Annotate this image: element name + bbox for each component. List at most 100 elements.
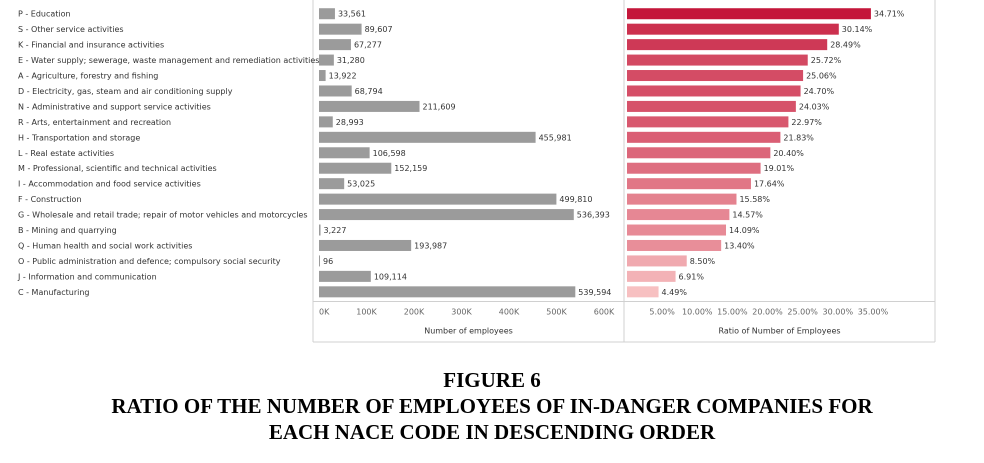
ratio-bar [627,54,808,66]
employees-bar [319,23,362,35]
ratio-value-label: 6.91% [679,272,705,281]
employees-value-label: 211,609 [423,102,456,111]
employees-bar [319,8,335,20]
employees-value-label: 89,607 [365,25,393,34]
ratio-bar [627,8,871,20]
category-label: J - Information and communication [17,272,157,281]
employees-value-label: 31,280 [337,56,365,65]
ratio-bar [627,178,751,190]
ratio-bar [627,116,789,128]
category-label: B - Mining and quarrying [18,226,117,235]
ratio-value-label: 25.72% [811,56,842,65]
category-labels: P - Education S - Other service activitie… [17,10,319,297]
ratio-bars: 34.71%30.14% 28.49% 25.72% 25.06% 24.70% 24.0… [627,8,905,298]
employees-tick-label: 500K [546,308,567,317]
employees-value-label: 106,598 [373,149,406,158]
ratio-bar [627,162,761,174]
ratio-value-label: 14.09% [729,226,760,235]
employees-bar [319,239,412,251]
employees-bar [319,147,370,159]
employees-bar [319,116,333,128]
employees-axis-title: Number of employees [424,327,513,336]
category-label: K - Financial and insurance activities [18,41,164,50]
ratio-bar [627,286,659,298]
category-label: G - Wholesale and retail trade; repair o… [18,211,308,220]
ratio-bar [627,85,801,97]
employees-bar [319,131,536,143]
ratio-bar [627,224,727,236]
employees-value-label: 193,987 [414,241,447,250]
ratio-tick-label: 20.00% [752,308,783,317]
employees-value-label: 536,393 [577,211,610,220]
ratio-bar [627,193,737,205]
nace-employees-chart: P - Education S - Other service activitie… [17,0,936,343]
ratio-value-label: 15.58% [739,195,770,204]
ratio-tick-label: 35.00% [858,308,889,317]
ratio-value-label: 4.49% [662,288,688,297]
category-label: P - Education [18,10,71,19]
ratio-bar [627,270,676,282]
category-label: F - Construction [18,195,82,204]
category-label: A - Agriculture, forestry and fishing [18,72,158,81]
ratio-value-label: 24.03% [799,102,830,111]
employees-bar [319,70,326,82]
employees-bar [319,39,351,51]
ratio-tick-label: 30.00% [823,308,854,317]
ratio-value-label: 30.14% [842,25,873,34]
ratio-value-label: 25.06% [806,72,837,81]
employees-value-label: 67,277 [354,41,382,50]
employees-value-label: 3,227 [324,226,347,235]
employees-bar [319,224,321,236]
category-label: C - Manufacturing [18,288,90,297]
employees-value-label: 152,159 [394,164,427,173]
employees-value-label: 13,922 [329,72,357,81]
ratio-bar [627,239,722,251]
ratio-bar [627,131,781,143]
category-label: L - Real estate activities [18,149,114,158]
employees-tick-label: 300K [451,308,472,317]
ratio-bar [627,209,730,221]
ratio-value-label: 13.40% [724,241,755,250]
category-label: Q - Human health and social work activit… [18,241,192,250]
category-label: R - Arts, entertainment and recreation [18,118,171,127]
ratio-tick-label: 10.00% [682,308,713,317]
category-label: I - Accommodation and food service activ… [18,180,201,189]
ratio-bar [627,39,828,51]
ratio-bar [627,100,796,112]
ratio-bar [627,70,804,82]
employees-value-label: 455,981 [539,133,572,142]
chart-frame [312,0,936,343]
ratio-value-label: 21.83% [783,133,814,142]
employees-bars: 33,561 89,607 67,277 31,280 13,922 68,794 211,… [319,8,611,298]
employees-bar [319,100,420,112]
axes: 0K 100K 200K 300K 400K 500K 600K Number of empl… [319,308,889,336]
employees-bar [319,209,574,221]
ratio-value-label: 22.97% [791,118,822,127]
category-label: M - Professional, scientific and technic… [18,164,217,173]
ratio-value-label: 24.70% [804,87,835,96]
employees-bar [319,193,557,205]
ratio-tick-label: 25.00% [787,308,818,317]
employees-bar [319,162,392,174]
ratio-value-label: 34.71% [874,10,905,19]
ratio-value-label: 19.01% [764,164,795,173]
employees-value-label: 28,993 [336,118,364,127]
ratio-value-label: 14.57% [732,211,763,220]
employees-bar [319,286,576,298]
ratio-bar [627,23,839,35]
category-label: D - Electricity, gas, steam and air cond… [18,87,233,96]
employees-bar [319,255,320,267]
employees-value-label: 499,810 [559,195,592,204]
figure-label: FIGURE 6 [443,368,541,392]
employees-bar [319,54,334,66]
employees-tick-label: 400K [499,308,520,317]
category-label: H - Transportation and storage [18,133,140,142]
figure-title: RATIO OF THE NUMBER OF EMPLOYEES OF IN-D… [0,393,984,445]
category-label: E - Water supply; sewerage, waste manage… [18,56,319,65]
employees-bar [319,85,352,97]
category-label: N - Administrative and support service a… [18,102,211,111]
ratio-axis-title: Ratio of Number of Employees [718,327,840,336]
ratio-tick-label: 15.00% [717,308,748,317]
category-label: O - Public administration and defence; c… [18,257,281,266]
ratio-value-label: 20.40% [773,149,804,158]
